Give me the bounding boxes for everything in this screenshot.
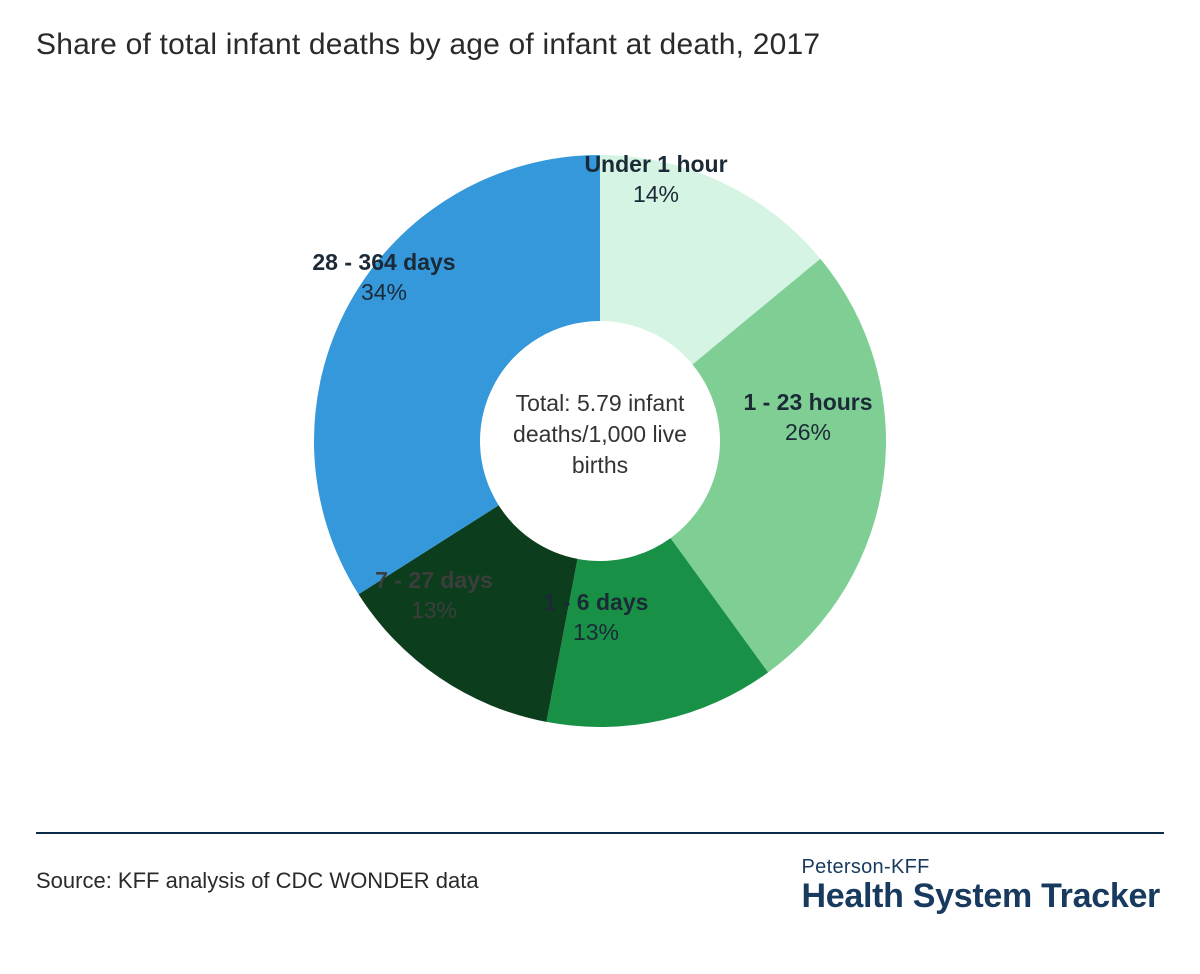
source-text: Source: KFF analysis of CDC WONDER data [36,868,479,894]
slice-label: 7 - 27 days13% [344,566,524,626]
slice-label: 28 - 364 days34% [294,248,474,308]
slice-label-name: 1 - 23 hours [718,388,898,418]
slice-label-name: Under 1 hour [566,150,746,180]
brand-line-1: Peterson-KFF [802,856,1160,879]
slice-label-value: 26% [718,418,898,448]
donut-chart: Total: 5.79 infant deaths/1,000 live bir… [0,120,1200,800]
slice-label-value: 13% [344,596,524,626]
center-label: Total: 5.79 infant deaths/1,000 live bir… [494,388,706,481]
chart-title: Share of total infant deaths by age of i… [36,28,820,62]
brand-logo: Peterson-KFF Health System Tracker [802,856,1160,915]
slice-label: 1 - 23 hours26% [718,388,898,448]
slice-label-name: 7 - 27 days [344,566,524,596]
divider [36,832,1164,834]
slice-label-value: 14% [566,180,746,210]
slice-label-value: 13% [506,618,686,648]
donut-slice [314,155,600,594]
slice-label-name: 28 - 364 days [294,248,474,278]
slice-label-name: 1 - 6 days [506,588,686,618]
slice-label-value: 34% [294,278,474,308]
slice-label: 1 - 6 days13% [506,588,686,648]
brand-line-2: Health System Tracker [802,879,1160,915]
slice-label: Under 1 hour14% [566,150,746,210]
